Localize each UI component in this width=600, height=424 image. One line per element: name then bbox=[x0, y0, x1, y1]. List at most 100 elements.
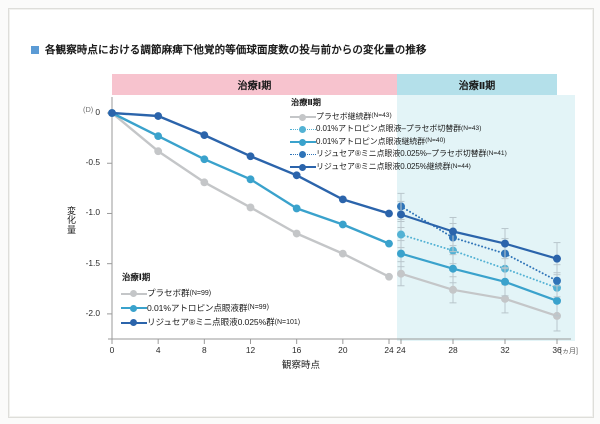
legend-phase-2-item: 0.01%アトロピン点眼液継続群 (N=40) bbox=[290, 135, 536, 148]
legend-phase-1-item: 0.01%アトロピン点眼液群 (N=99) bbox=[121, 301, 351, 316]
legend-label: プラセボ群 bbox=[147, 288, 190, 299]
data-point bbox=[154, 112, 163, 120]
legend-sample-size: (N=41) bbox=[486, 149, 507, 157]
y-axis-label: 変化量 bbox=[66, 206, 76, 235]
legend-sample-size: (N=99) bbox=[189, 289, 212, 297]
legend-marker-icon bbox=[290, 148, 316, 160]
phase-2-background bbox=[397, 95, 575, 341]
data-point bbox=[397, 269, 405, 278]
x-axis-label: 観察時点 bbox=[281, 360, 320, 371]
legend-sample-size: (N=101) bbox=[274, 318, 301, 326]
x-tick-label: 0 bbox=[109, 345, 115, 355]
y-axis-unit: (D) bbox=[83, 105, 94, 114]
data-point bbox=[501, 294, 509, 303]
legend-marker-icon bbox=[290, 111, 316, 123]
data-point bbox=[246, 175, 255, 184]
y-tick-label: -1.0 bbox=[85, 207, 100, 218]
data-point bbox=[501, 277, 509, 286]
data-point bbox=[292, 229, 301, 238]
legend-phase-1: 治療Ⅰ期 プラセボ群 (N=99) 0.01%アトロピン点眼液群 (N=99) リジ… bbox=[121, 271, 351, 330]
legend-marker-icon bbox=[290, 161, 316, 173]
data-point bbox=[385, 239, 393, 248]
series-2 bbox=[108, 109, 393, 218]
legend-phase-2-item: 0.01%アトロピン点眼液–プラセボ切替群 (N=43) bbox=[290, 123, 536, 136]
data-point bbox=[449, 227, 457, 236]
phase-1-banner: 治療Ⅰ期 bbox=[112, 74, 397, 95]
legend-phase-2-item: リジュセア®ミニ点眼液0.025%–プラセボ切替群 (N=41) bbox=[290, 148, 536, 161]
data-point bbox=[246, 152, 255, 161]
data-point bbox=[449, 285, 457, 294]
legend-phase-2: 治療Ⅱ期 プラセボ継続群 (N=43) 0.01%アトロピン点眼液–プラセボ切替群… bbox=[290, 98, 536, 174]
data-point bbox=[292, 204, 301, 213]
series-6 bbox=[397, 192, 561, 298]
x-tick-label: 24 bbox=[396, 345, 406, 355]
legend-phase-1-item: プラセボ群 (N=99) bbox=[121, 286, 351, 301]
data-point bbox=[200, 155, 209, 164]
legend-label: 0.01%アトロピン点眼液群 bbox=[147, 302, 248, 313]
y-tick-label: -2.0 bbox=[85, 307, 100, 318]
data-point bbox=[338, 249, 347, 258]
data-point bbox=[200, 178, 209, 187]
legend-label: 0.01%アトロピン点眼液継続群 bbox=[316, 136, 426, 146]
data-point bbox=[553, 254, 561, 263]
series-5 bbox=[397, 240, 561, 317]
figure-frame: 各観察時点における調節麻痺下他覚的等価球面度数の投与前からの変化量の推移 治療Ⅰ… bbox=[8, 8, 594, 418]
figure-title: 各観察時点における調節麻痺下他覚的等価球面度数の投与前からの変化量の推移 bbox=[31, 42, 427, 57]
data-point bbox=[154, 132, 163, 141]
chart-svg bbox=[107, 95, 575, 344]
series-7 bbox=[397, 200, 561, 276]
data-point bbox=[338, 195, 347, 204]
phase-2-banner: 治療Ⅱ期 bbox=[397, 74, 557, 95]
data-point bbox=[292, 171, 301, 180]
x-tick-label: 36 bbox=[552, 345, 562, 355]
plot-area bbox=[9, 9, 593, 417]
x-tick-label: 12 bbox=[245, 345, 256, 355]
legend-label: リジュセア®ミニ点眼液0.025%–プラセボ切替群 bbox=[316, 149, 487, 159]
legend-marker-icon bbox=[290, 123, 316, 135]
data-point bbox=[385, 272, 393, 281]
x-tick-label: 20 bbox=[338, 345, 348, 355]
legend-phase-2-item: プラセボ継続群 (N=43) bbox=[290, 110, 536, 123]
y-tick-label: -1.5 bbox=[85, 257, 100, 268]
phase-header-bar: 治療Ⅰ期 治療Ⅱ期 bbox=[112, 74, 557, 95]
series-line bbox=[399, 252, 559, 302]
legend-phase-2-item: リジュセア®ミニ点眼液0.025%継続群 (N=44) bbox=[290, 161, 536, 174]
legend-phase-1-item: リジュセア®ミニ点眼液0.025%群 (N=101) bbox=[121, 315, 351, 330]
x-tick-label: 8 bbox=[201, 345, 207, 355]
x-tick-label: 16 bbox=[291, 345, 302, 355]
x-tick-label: 4 bbox=[155, 345, 161, 355]
legend-sample-size: (N=40) bbox=[425, 137, 446, 145]
legend-sample-size: (N=99) bbox=[247, 304, 269, 312]
legend-marker-icon bbox=[121, 316, 147, 328]
title-bullet-icon bbox=[31, 45, 39, 54]
legend-label: プラセボ継続群 bbox=[316, 111, 372, 121]
y-tick-label: 0 bbox=[95, 107, 100, 118]
legend-label: リジュセア®ミニ点眼液0.025%継続群 bbox=[316, 161, 451, 171]
series-line bbox=[399, 272, 559, 317]
legend-marker-icon bbox=[121, 287, 147, 299]
y-tick-label: -0.5 bbox=[85, 157, 100, 168]
series-3 bbox=[397, 261, 561, 332]
data-point bbox=[449, 264, 457, 273]
legend-label: 0.01%アトロピン点眼液–プラセボ切替群 bbox=[316, 124, 462, 134]
data-point bbox=[385, 209, 393, 218]
data-point bbox=[501, 239, 509, 248]
data-point bbox=[154, 147, 163, 156]
data-point bbox=[397, 210, 405, 219]
legend-label: リジュセア®ミニ点眼液0.025%群 bbox=[147, 317, 275, 328]
legend-sample-size: (N=43) bbox=[371, 112, 392, 120]
data-point bbox=[108, 109, 116, 117]
legend-phase-1-title: 治療Ⅰ期 bbox=[122, 272, 151, 282]
data-point bbox=[397, 230, 405, 239]
data-point bbox=[553, 276, 561, 285]
x-tick-label: 28 bbox=[448, 345, 458, 355]
data-point bbox=[246, 203, 255, 212]
data-point bbox=[553, 296, 561, 305]
legend-phase-2-title: 治療Ⅱ期 bbox=[291, 98, 321, 107]
legend-marker-icon bbox=[290, 136, 316, 148]
figure-title-text: 各観察時点における調節麻痺下他覚的等価球面度数の投与前からの変化量の推移 bbox=[45, 44, 427, 56]
data-point bbox=[397, 249, 405, 258]
x-axis-unit: [ヵ月] bbox=[560, 348, 578, 355]
legend-sample-size: (N=43) bbox=[461, 124, 482, 132]
series-line bbox=[399, 213, 559, 260]
